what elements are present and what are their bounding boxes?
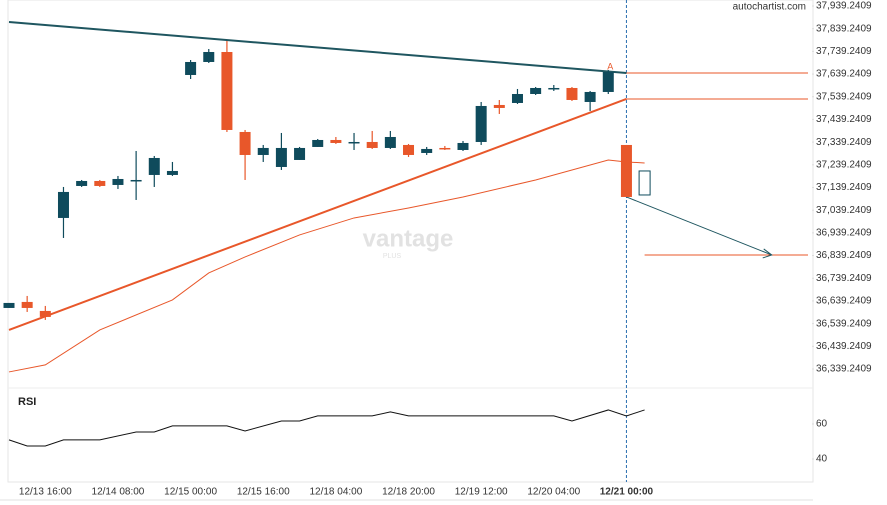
candle-body	[566, 87, 578, 100]
candle-body	[112, 178, 124, 185]
x-tick-label: 12/15 16:00	[237, 487, 290, 498]
candle-body	[493, 104, 505, 108]
y-tick-label: 37,739.2409	[816, 46, 872, 57]
candle-body	[439, 147, 451, 150]
y-tick-label: 36,339.2409	[816, 364, 872, 375]
candle-body	[21, 301, 33, 308]
trend-line	[8, 98, 627, 331]
x-tick-label: 12/14 08:00	[92, 487, 145, 498]
candle-body	[185, 61, 197, 75]
y-tick-label: 36,839.2409	[816, 250, 872, 261]
moving-average	[8, 159, 645, 373]
candle-body	[584, 91, 596, 102]
candle-body	[511, 93, 523, 103]
candle-body	[57, 191, 69, 218]
rsi-line	[8, 409, 645, 447]
plot-frame	[7, 0, 814, 483]
candle-body	[257, 147, 269, 155]
y-tick-label: 37,639.2409	[816, 69, 872, 80]
candle-body	[203, 51, 215, 62]
candle-body	[76, 180, 88, 186]
forecast-box	[638, 170, 651, 196]
x-tick-label: 12/20 04:00	[527, 487, 580, 498]
candle-body	[221, 51, 233, 130]
trend-line	[8, 21, 627, 74]
y-tick-label: 37,939.2409	[816, 1, 872, 12]
candle-body	[548, 87, 560, 90]
candle-body	[239, 131, 251, 155]
rsi-tick-label: 40	[816, 454, 828, 465]
candle-body	[421, 148, 433, 153]
candle-body	[294, 147, 306, 160]
candle-body	[39, 310, 51, 317]
x-tick-label: 12/21 00:00	[600, 487, 654, 498]
y-tick-label: 37,339.2409	[816, 137, 872, 148]
watermark: vantage	[363, 225, 454, 252]
candle-body	[312, 139, 324, 147]
x-tick-label: 12/18 20:00	[382, 487, 435, 498]
x-tick-label: 12/13 16:00	[19, 487, 72, 498]
candle-body	[275, 147, 287, 167]
candle-body	[602, 71, 614, 92]
candle-body	[94, 180, 106, 186]
x-tick-label: 12/19 12:00	[455, 487, 508, 498]
y-tick-label: 37,839.2409	[816, 23, 872, 34]
arrow-head	[762, 248, 773, 259]
y-tick-label: 37,439.2409	[816, 114, 872, 125]
candle-body	[148, 157, 160, 175]
candle-body	[348, 141, 360, 144]
candle-body	[384, 136, 396, 148]
y-tick-label: 37,539.2409	[816, 91, 872, 102]
y-tick-label: 37,239.2409	[816, 159, 872, 170]
candle-body	[530, 87, 542, 94]
watermark-sub: PLUS	[383, 253, 402, 260]
y-tick-label: 36,939.2409	[816, 228, 872, 239]
y-tick-label: 37,039.2409	[816, 205, 872, 216]
forecast-arrow	[626, 196, 772, 256]
y-tick-label: 36,639.2409	[816, 296, 872, 307]
point-label: A	[607, 61, 613, 71]
candle-body	[166, 170, 178, 175]
candle-body	[475, 105, 487, 142]
candle-body	[330, 139, 342, 143]
source-label: autochartist.com	[733, 2, 806, 13]
rsi-tick-label: 60	[816, 419, 828, 430]
candle-body	[3, 302, 15, 308]
candle-body	[130, 179, 142, 182]
candle-body	[457, 142, 469, 150]
y-tick-label: 36,539.2409	[816, 318, 872, 329]
rsi-title: RSI	[18, 396, 36, 408]
x-tick-label: 12/15 00:00	[164, 487, 217, 498]
candle-body	[620, 144, 632, 197]
x-tick-label: 12/18 04:00	[309, 487, 362, 498]
y-tick-label: 37,139.2409	[816, 182, 872, 193]
candle-body	[403, 144, 415, 155]
y-tick-label: 36,439.2409	[816, 341, 872, 352]
y-tick-label: 36,739.2409	[816, 273, 872, 284]
candle-body	[366, 141, 378, 148]
